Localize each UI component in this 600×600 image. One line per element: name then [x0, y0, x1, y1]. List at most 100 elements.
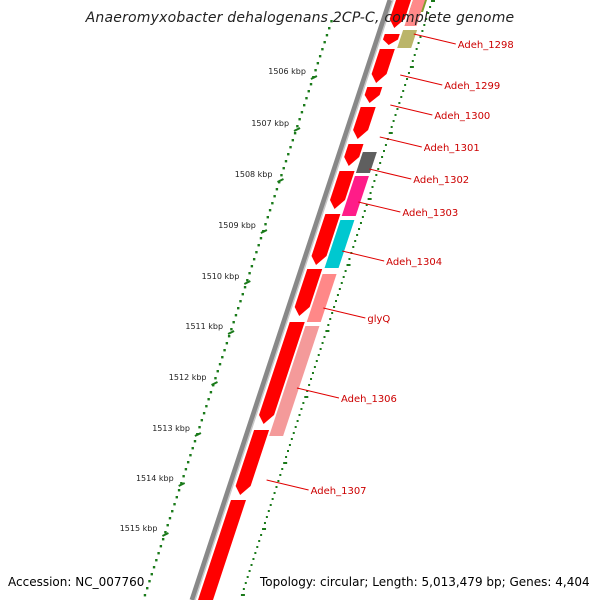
gc-dot	[216, 370, 219, 373]
gc-dot	[171, 510, 174, 513]
inner-dot	[269, 504, 272, 506]
gc-dot	[155, 559, 158, 562]
gc-dot	[157, 552, 160, 555]
cds-arrow	[382, 34, 400, 45]
gene-feature-magenta	[341, 176, 369, 216]
gc-dot	[214, 377, 217, 380]
gc-dot	[184, 468, 188, 471]
gc-dot	[239, 300, 242, 303]
gene-label: Adeh_1303	[402, 208, 458, 219]
cds-arrow	[311, 214, 341, 265]
gene-leader-line	[390, 104, 433, 116]
inner-dot	[383, 150, 385, 152]
cds-arrow	[330, 171, 355, 209]
inner-dot	[287, 450, 289, 452]
inner-dot	[392, 120, 395, 122]
gc-dot	[146, 587, 149, 590]
cds-arrow	[294, 269, 323, 316]
kbp-label: 1513 kbp	[152, 424, 190, 433]
gc-dot	[248, 272, 251, 275]
gc-dot	[202, 412, 206, 415]
gc-dot	[223, 349, 226, 352]
inner-dot	[242, 588, 245, 590]
gc-dot	[209, 391, 213, 394]
gc-dot	[325, 34, 329, 37]
inner-dot	[292, 432, 295, 434]
gc-dot	[266, 216, 269, 219]
gene-leader-line	[358, 201, 401, 213]
inner-dot	[310, 378, 313, 380]
gc-dot	[293, 132, 297, 135]
gc-dot	[186, 461, 190, 464]
gc-dot	[241, 293, 244, 296]
inner-dot	[265, 516, 268, 518]
inner-dot	[288, 444, 291, 446]
kbp-label: 1512 kbp	[169, 373, 207, 382]
gene-leader-line	[266, 479, 309, 491]
gc-dot	[168, 517, 172, 520]
gene-label: Adeh_1301	[424, 143, 480, 154]
gc-dot	[148, 580, 151, 583]
inner-dot	[336, 294, 339, 296]
gc-dot	[225, 342, 229, 345]
gc-dot	[159, 545, 163, 548]
gene-label: Adeh_1300	[434, 111, 490, 122]
inner-dot	[252, 558, 255, 560]
inner-dot	[423, 24, 426, 26]
inner-dot	[267, 510, 270, 512]
inner-dot	[331, 312, 334, 314]
gc-dot	[309, 83, 313, 86]
gc-dot	[164, 531, 167, 534]
inner-dot	[346, 264, 351, 266]
inner-dot	[250, 564, 253, 566]
cds-arrow	[344, 144, 364, 166]
kbp-label: 1514 kbp	[136, 474, 174, 483]
kbp-tick	[194, 432, 202, 437]
inner-dot	[296, 420, 299, 422]
kbp-tick	[293, 127, 301, 132]
gc-dot	[275, 188, 279, 191]
gc-dot	[284, 160, 288, 163]
gc-dot	[282, 167, 285, 170]
gc-dot	[268, 209, 272, 212]
inner-dot	[323, 336, 326, 338]
gene-feature-cyan	[324, 220, 355, 268]
gc-dot	[177, 489, 181, 492]
gene-leader-line	[413, 33, 456, 45]
inner-dot	[340, 282, 343, 284]
inner-dot	[404, 84, 407, 86]
gc-dot	[291, 139, 295, 142]
inner-dot	[342, 276, 345, 278]
gc-dot	[316, 62, 320, 65]
gene-feature-salmon-2	[269, 326, 320, 436]
inner-dot	[306, 390, 309, 392]
inner-dot	[273, 492, 276, 494]
kbp-label: 1507 kbp	[251, 119, 289, 128]
inner-dot	[381, 156, 384, 158]
inner-dot	[384, 144, 387, 146]
backbone-line	[189, 0, 393, 600]
gc-dot	[273, 195, 276, 198]
gc-dot	[318, 55, 322, 58]
inner-dot	[283, 462, 288, 464]
gene-label: glyQ	[367, 314, 390, 325]
cds-arrow	[353, 107, 376, 139]
inner-dot	[373, 180, 376, 182]
inner-dot	[406, 78, 409, 80]
gc-dot	[330, 20, 333, 23]
gc-dot	[303, 104, 306, 107]
kbp-label: 1506 kbp	[268, 67, 306, 76]
gc-dot	[321, 48, 324, 51]
gc-dot	[255, 251, 258, 254]
inner-dot	[254, 552, 257, 554]
kbp-ticks: 1506 kbp 1507 kbp 1508 kbp 1509 kbp 1510 kbp…	[120, 67, 318, 537]
gc-dot	[182, 475, 185, 478]
gc-dot	[287, 153, 290, 156]
gene-feature-olive	[397, 30, 418, 48]
inner-dot	[321, 342, 324, 344]
inner-dot	[327, 324, 330, 326]
gc-dot	[237, 307, 240, 310]
inner-dot	[367, 198, 372, 200]
gene-label: Adeh_1302	[413, 175, 469, 186]
